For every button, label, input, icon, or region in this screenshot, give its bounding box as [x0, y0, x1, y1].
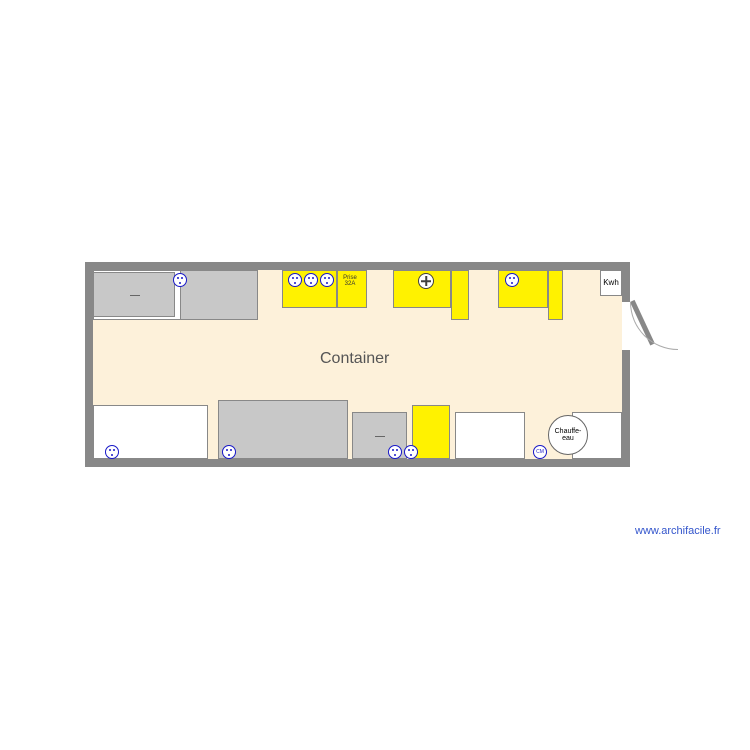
fixture-top-yellow-3b [548, 270, 563, 320]
cm-symbol: CM [533, 445, 547, 459]
kwh-label: Kwh [603, 279, 619, 287]
room-label: Container [320, 350, 389, 368]
wall-right-top [622, 262, 630, 302]
watermark-link[interactable]: www.archifacile.fr [635, 525, 721, 537]
fixture-top-gray-2 [180, 270, 258, 320]
outlet-icon [105, 445, 119, 459]
water-heater: Chauffe- eau [548, 415, 588, 455]
prise-label: Prise 32A [340, 275, 360, 287]
fixture-top-gray-1 [93, 272, 175, 317]
plus-icon [418, 273, 434, 289]
dash-icon [375, 436, 385, 437]
outlet-icon [320, 273, 334, 287]
outlet-icon [288, 273, 302, 287]
wall-top [85, 262, 630, 270]
cm-label: CM [536, 449, 544, 455]
kwh-meter: Kwh [600, 270, 622, 296]
wall-left [85, 262, 93, 467]
outlet-icon [404, 445, 418, 459]
outlet-icon [173, 273, 187, 287]
wall-right-bottom [622, 350, 630, 467]
fixture-bot-gray-1 [218, 400, 348, 459]
fixture-top-yellow-2b [451, 270, 469, 320]
outlet-icon [505, 273, 519, 287]
wall-bottom [85, 459, 630, 467]
outlet-icon [304, 273, 318, 287]
water-heater-label: Chauffe- eau [555, 428, 582, 442]
fixture-bot-white-2 [455, 412, 525, 459]
door-arc [630, 302, 678, 350]
outlet-icon [222, 445, 236, 459]
dash-icon [130, 295, 140, 296]
floor-plan-canvas: Container CM Prise 32A Chauffe- eau Kwh … [0, 0, 750, 750]
outlet-icon [388, 445, 402, 459]
